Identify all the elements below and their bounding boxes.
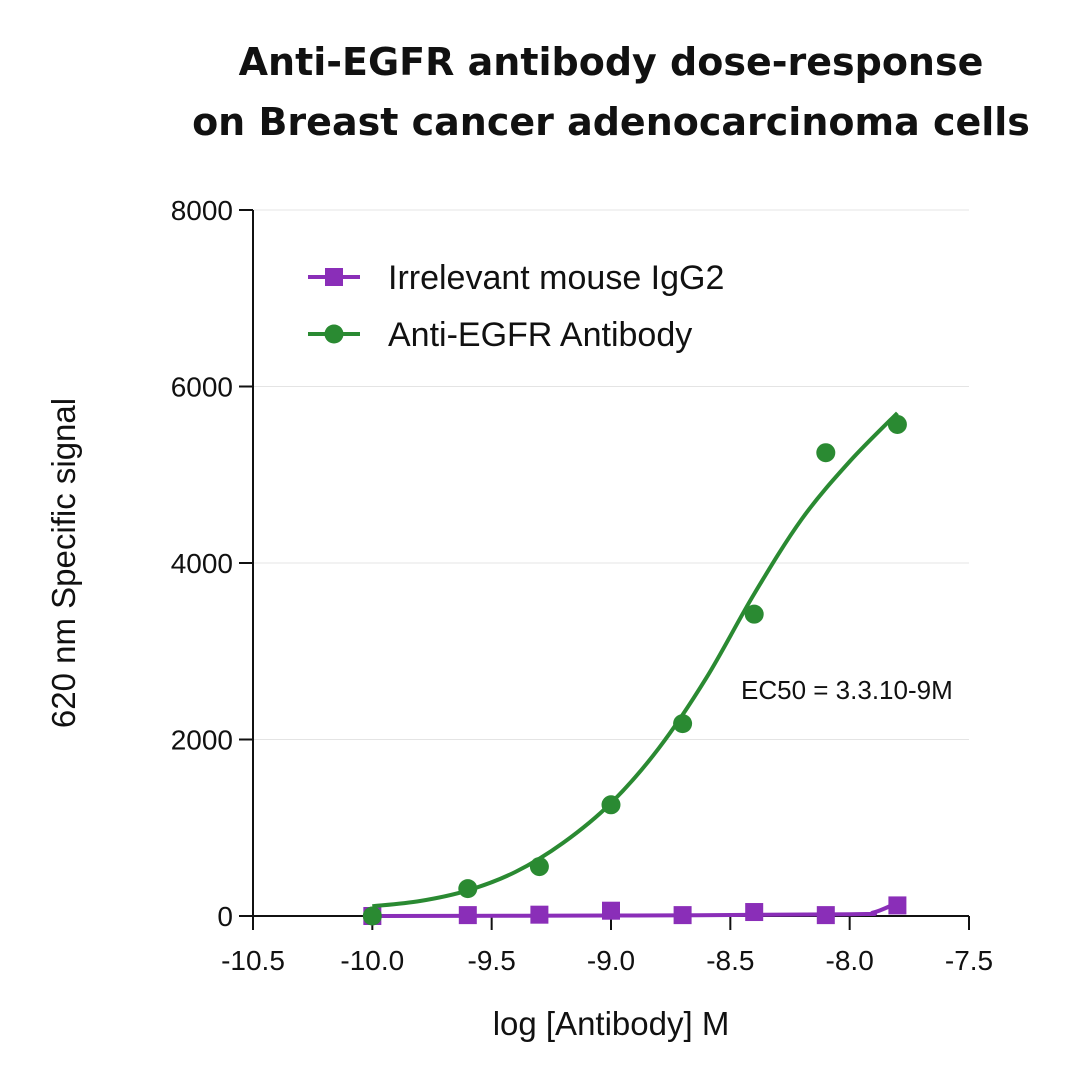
data-point-anti-egfr <box>362 906 382 926</box>
y-axis-title: 620 nm Specific signal <box>45 398 82 728</box>
chart-subtitle: on Breast cancer adenocarcinoma cells <box>192 100 1030 144</box>
data-point-igg2 <box>530 905 549 924</box>
data-point-igg2 <box>745 903 764 922</box>
x-tick-label: -7.5 <box>945 945 993 976</box>
data-point-igg2 <box>888 896 907 915</box>
data-point-anti-egfr <box>816 443 836 463</box>
x-tick-label: -10.5 <box>221 945 285 976</box>
fit-curve-anti-egfr <box>372 411 899 909</box>
data-point-igg2 <box>673 906 692 925</box>
legend-label-anti-egfr: Anti-EGFR Antibody <box>388 316 692 354</box>
data-point-anti-egfr <box>887 414 907 434</box>
data-point-anti-egfr <box>744 604 764 624</box>
x-tick-label: -8.0 <box>826 945 874 976</box>
x-tick-label: -9.0 <box>587 945 635 976</box>
data-point-anti-egfr <box>529 857 549 877</box>
data-point-anti-egfr <box>458 879 478 899</box>
data-point-igg2 <box>458 906 477 925</box>
x-tick-label: -10.0 <box>340 945 404 976</box>
x-tick-label: -9.5 <box>468 945 516 976</box>
chart-title: Anti-EGFR antibody dose-response <box>238 40 984 84</box>
legend-marker-anti-egfr <box>324 324 344 344</box>
series-anti-egfr <box>362 411 907 926</box>
legend-marker-igg2 <box>325 268 343 286</box>
y-tick-label: 2000 <box>171 725 233 756</box>
series-igg2 <box>363 896 907 925</box>
data-point-anti-egfr <box>673 714 693 734</box>
y-tick-label: 0 <box>217 901 233 932</box>
x-axis-title: log [Antibody] M <box>493 1005 730 1042</box>
y-tick-label: 8000 <box>171 195 233 226</box>
ec50-annotation: EC50 = 3.3.10-9M <box>741 675 953 705</box>
data-point-igg2 <box>602 901 620 920</box>
data-point-anti-egfr <box>601 795 621 815</box>
y-tick-label: 4000 <box>171 548 233 579</box>
legend-label-igg2: Irrelevant mouse IgG2 <box>388 259 724 297</box>
fit-curve-igg2 <box>372 900 899 918</box>
data-point-igg2 <box>816 906 835 925</box>
y-tick-label: 6000 <box>171 372 233 403</box>
x-tick-label: -8.5 <box>706 945 754 976</box>
